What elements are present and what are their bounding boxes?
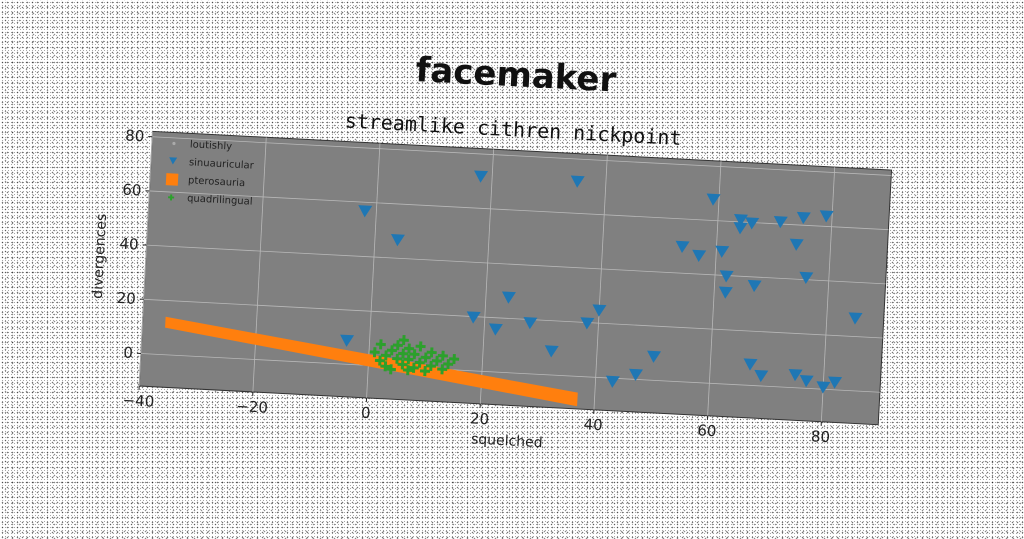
x-tick-label: 20 [469,409,489,428]
y-tick-label: 60 [122,181,142,200]
x-tick-label: 40 [583,415,603,434]
x-tick-label: −40 [122,391,155,411]
x-tick-label: 0 [361,404,371,422]
legend-marker-pterosauria [166,173,179,186]
chart-title: facemaker [415,50,618,100]
y-tick-label: 20 [116,289,136,308]
x-tick-label: 80 [811,427,831,446]
x-axis-label: squelched [471,431,543,451]
y-axis-label: divergences [90,213,110,299]
x-tick-label: 60 [697,421,717,440]
y-tick-label: 80 [125,126,145,145]
y-tick-label: 0 [123,344,133,362]
legend-label: loutishly [190,139,233,152]
x-tick-label: −20 [236,397,269,417]
y-tick-label: 40 [119,235,139,254]
